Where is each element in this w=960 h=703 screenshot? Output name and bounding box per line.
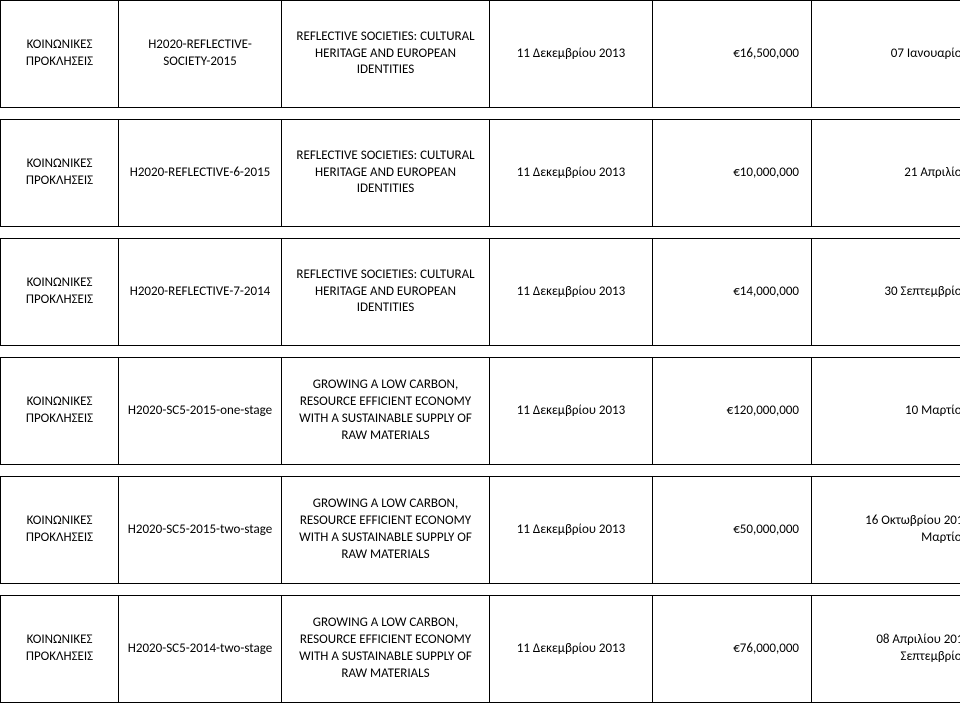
spacer-cell <box>1 465 960 477</box>
table-row: ΚΟΙΝΩΝΙΚΕΣ ΠΡΟΚΛΗΣΕΙΣH2020-SC5-2014-two-… <box>1 596 960 703</box>
budget-cell: €10,000,000 <box>653 120 812 227</box>
spacer-cell <box>1 227 960 239</box>
title-cell: GROWING A LOW CARBON, RESOURCE EFFICIENT… <box>282 596 490 703</box>
category-cell: ΚΟΙΝΩΝΙΚΕΣ ΠΡΟΚΛΗΣΕΙΣ <box>1 358 119 465</box>
code-cell: H2020-REFLECTIVE-7-2014 <box>119 239 282 346</box>
deadline-cell: 21 Απριλίου 2015 <box>812 120 960 227</box>
category-cell: ΚΟΙΝΩΝΙΚΕΣ ΠΡΟΚΛΗΣΕΙΣ <box>1 120 119 227</box>
date-cell: 11 Δεκεμβρίου 2013 <box>490 120 653 227</box>
code-cell: H2020-SC5-2015-two-stage <box>119 477 282 584</box>
calls-table: ΚΟΙΝΩΝΙΚΕΣ ΠΡΟΚΛΗΣΕΙΣH2020-REFLECTIVE-SO… <box>0 0 960 703</box>
title-cell: GROWING A LOW CARBON, RESOURCE EFFICIENT… <box>282 358 490 465</box>
title-cell: REFLECTIVE SOCIETIES: CULTURAL HERITAGE … <box>282 1 490 108</box>
date-cell: 11 Δεκεμβρίου 2013 <box>490 358 653 465</box>
deadline-cell: 08 Απριλίου 2014 & 16 Σεπτεμβρίου 2014 <box>812 596 960 703</box>
deadline-cell: 10 Μαρτίου 2015 <box>812 358 960 465</box>
title-cell: REFLECTIVE SOCIETIES: CULTURAL HERITAGE … <box>282 239 490 346</box>
deadline-cell: 07 Ιανουαρίου 2015 <box>812 1 960 108</box>
category-cell: ΚΟΙΝΩΝΙΚΕΣ ΠΡΟΚΛΗΣΕΙΣ <box>1 477 119 584</box>
table-row: ΚΟΙΝΩΝΙΚΕΣ ΠΡΟΚΛΗΣΕΙΣH2020-REFLECTIVE-6-… <box>1 120 960 227</box>
title-cell: GROWING A LOW CARBON, RESOURCE EFFICIENT… <box>282 477 490 584</box>
code-cell: H2020-REFLECTIVE-SOCIETY-2015 <box>119 1 282 108</box>
deadline-cell: 16 Οκτωβρίου 2014 & 10 Μαρτίου 2015 <box>812 477 960 584</box>
table-row: ΚΟΙΝΩΝΙΚΕΣ ΠΡΟΚΛΗΣΕΙΣH2020-SC5-2015-one-… <box>1 358 960 465</box>
budget-cell: €14,000,000 <box>653 239 812 346</box>
budget-cell: €76,000,000 <box>653 596 812 703</box>
spacer-row <box>1 346 960 358</box>
code-cell: H2020-REFLECTIVE-6-2015 <box>119 120 282 227</box>
table-row: ΚΟΙΝΩΝΙΚΕΣ ΠΡΟΚΛΗΣΕΙΣH2020-REFLECTIVE-7-… <box>1 239 960 346</box>
spacer-cell <box>1 584 960 596</box>
date-cell: 11 Δεκεμβρίου 2013 <box>490 596 653 703</box>
category-cell: ΚΟΙΝΩΝΙΚΕΣ ΠΡΟΚΛΗΣΕΙΣ <box>1 596 119 703</box>
spacer-row <box>1 227 960 239</box>
table-row: ΚΟΙΝΩΝΙΚΕΣ ΠΡΟΚΛΗΣΕΙΣH2020-REFLECTIVE-SO… <box>1 1 960 108</box>
code-cell: H2020-SC5-2015-one-stage <box>119 358 282 465</box>
spacer-row <box>1 108 960 120</box>
date-cell: 11 Δεκεμβρίου 2013 <box>490 477 653 584</box>
budget-cell: €50,000,000 <box>653 477 812 584</box>
spacer-row <box>1 584 960 596</box>
title-cell: REFLECTIVE SOCIETIES: CULTURAL HERITAGE … <box>282 120 490 227</box>
budget-cell: €16,500,000 <box>653 1 812 108</box>
deadline-cell: 30 Σεπτεμβρίου 2014 <box>812 239 960 346</box>
spacer-row <box>1 465 960 477</box>
category-cell: ΚΟΙΝΩΝΙΚΕΣ ΠΡΟΚΛΗΣΕΙΣ <box>1 239 119 346</box>
code-cell: H2020-SC5-2014-two-stage <box>119 596 282 703</box>
spacer-cell <box>1 108 960 120</box>
date-cell: 11 Δεκεμβρίου 2013 <box>490 239 653 346</box>
spacer-cell <box>1 346 960 358</box>
category-cell: ΚΟΙΝΩΝΙΚΕΣ ΠΡΟΚΛΗΣΕΙΣ <box>1 1 119 108</box>
budget-cell: €120,000,000 <box>653 358 812 465</box>
date-cell: 11 Δεκεμβρίου 2013 <box>490 1 653 108</box>
table-row: ΚΟΙΝΩΝΙΚΕΣ ΠΡΟΚΛΗΣΕΙΣH2020-SC5-2015-two-… <box>1 477 960 584</box>
